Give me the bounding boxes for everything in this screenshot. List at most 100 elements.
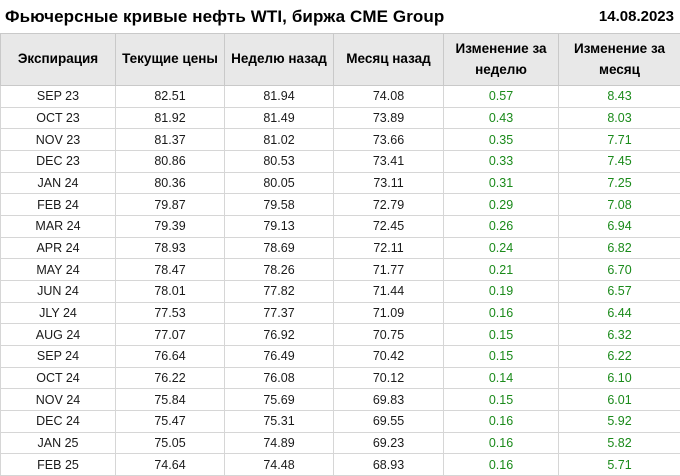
value-cell: 75.84 [115, 388, 225, 411]
expiration-cell: SEP 23 [0, 85, 116, 108]
table-row: SEP 23 82.51 81.94 74.08 0.57 8.43 [0, 85, 680, 108]
value-cell: 6.70 [558, 258, 680, 281]
value-cell: 0.15 [443, 344, 559, 368]
value-cell: 0.43 [443, 106, 559, 130]
value-cell: 6.94 [558, 214, 680, 238]
table-row: JUN 24 78.01 77.82 71.44 0.19 6.57 [0, 279, 680, 303]
table-row: MAR 24 79.39 79.13 72.45 0.26 6.94 [0, 214, 680, 238]
value-cell: 79.39 [115, 214, 225, 238]
value-cell: 75.31 [224, 409, 334, 433]
expiration-cell: MAR 24 [0, 214, 116, 238]
value-cell: 0.35 [443, 128, 559, 151]
table-row: JAN 25 75.05 74.89 69.23 0.16 5.82 [0, 431, 680, 455]
table-row: NOV 23 81.37 81.02 73.66 0.35 7.71 [0, 128, 680, 151]
table-row: DEC 23 80.86 80.53 73.41 0.33 7.45 [0, 149, 680, 173]
table-header-row: Экспирация Текущие цены Неделю назад Месяц … [0, 33, 680, 86]
value-cell: 7.71 [558, 128, 680, 151]
value-cell: 0.33 [443, 149, 559, 173]
value-cell: 0.29 [443, 193, 559, 216]
value-cell: 73.41 [333, 149, 444, 173]
value-cell: 81.94 [224, 85, 334, 108]
expiration-cell: APR 24 [0, 236, 116, 260]
value-cell: 69.55 [333, 409, 444, 433]
column-header-0: Экспирация [0, 33, 116, 86]
value-cell: 76.64 [115, 344, 225, 368]
expiration-cell: OCT 24 [0, 366, 116, 390]
expiration-cell: SEP 24 [0, 344, 116, 368]
value-cell: 0.15 [443, 388, 559, 411]
table-body: SEP 23 82.51 81.94 74.08 0.57 8.43 OCT 23 81.92… [0, 85, 680, 476]
value-cell: 5.92 [558, 409, 680, 433]
value-cell: 77.82 [224, 279, 334, 303]
value-cell: 72.45 [333, 214, 444, 238]
table-row: NOV 24 75.84 75.69 69.83 0.15 6.01 [0, 388, 680, 411]
table-row: AUG 24 77.07 76.92 70.75 0.15 6.32 [0, 323, 680, 346]
expiration-cell: NOV 24 [0, 388, 116, 411]
value-cell: 6.32 [558, 323, 680, 346]
expiration-cell: JUN 24 [0, 279, 116, 303]
expiration-cell: DEC 23 [0, 149, 116, 173]
value-cell: 79.58 [224, 193, 334, 216]
expiration-cell: FEB 25 [0, 453, 116, 476]
value-cell: 0.21 [443, 258, 559, 281]
table-row: JLY 24 77.53 77.37 71.09 0.16 6.44 [0, 301, 680, 325]
value-cell: 73.89 [333, 106, 444, 130]
value-cell: 81.92 [115, 106, 225, 130]
value-cell: 73.66 [333, 128, 444, 151]
value-cell: 81.02 [224, 128, 334, 151]
value-cell: 0.16 [443, 431, 559, 455]
value-cell: 6.22 [558, 344, 680, 368]
value-cell: 0.16 [443, 409, 559, 433]
value-cell: 7.08 [558, 193, 680, 216]
value-cell: 8.43 [558, 85, 680, 108]
value-cell: 80.05 [224, 171, 334, 195]
value-cell: 75.69 [224, 388, 334, 411]
value-cell: 78.26 [224, 258, 334, 281]
value-cell: 76.22 [115, 366, 225, 390]
value-cell: 80.36 [115, 171, 225, 195]
value-cell: 75.47 [115, 409, 225, 433]
value-cell: 76.49 [224, 344, 334, 368]
value-cell: 77.53 [115, 301, 225, 325]
value-cell: 7.45 [558, 149, 680, 173]
table-row: MAY 24 78.47 78.26 71.77 0.21 6.70 [0, 258, 680, 281]
column-header-5: Изменение за месяц [558, 33, 680, 86]
expiration-cell: MAY 24 [0, 258, 116, 281]
table-row: DEC 24 75.47 75.31 69.55 0.16 5.92 [0, 409, 680, 433]
expiration-cell: FEB 24 [0, 193, 116, 216]
value-cell: 8.03 [558, 106, 680, 130]
table-row: OCT 23 81.92 81.49 73.89 0.43 8.03 [0, 106, 680, 130]
value-cell: 0.31 [443, 171, 559, 195]
value-cell: 6.44 [558, 301, 680, 325]
value-cell: 6.82 [558, 236, 680, 260]
value-cell: 78.69 [224, 236, 334, 260]
expiration-cell: JAN 24 [0, 171, 116, 195]
value-cell: 0.15 [443, 323, 559, 346]
value-cell: 72.11 [333, 236, 444, 260]
value-cell: 74.48 [224, 453, 334, 476]
value-cell: 0.26 [443, 214, 559, 238]
value-cell: 71.44 [333, 279, 444, 303]
value-cell: 82.51 [115, 85, 225, 108]
value-cell: 76.08 [224, 366, 334, 390]
value-cell: 75.05 [115, 431, 225, 455]
value-cell: 70.42 [333, 344, 444, 368]
value-cell: 0.57 [443, 85, 559, 108]
value-cell: 73.11 [333, 171, 444, 195]
value-cell: 77.37 [224, 301, 334, 325]
table-row: SEP 24 76.64 76.49 70.42 0.15 6.22 [0, 344, 680, 368]
value-cell: 80.53 [224, 149, 334, 173]
value-cell: 70.12 [333, 366, 444, 390]
value-cell: 5.82 [558, 431, 680, 455]
expiration-cell: JLY 24 [0, 301, 116, 325]
value-cell: 81.37 [115, 128, 225, 151]
table-row: FEB 24 79.87 79.58 72.79 0.29 7.08 [0, 193, 680, 216]
column-header-4: Изменение за неделю [443, 33, 559, 86]
value-cell: 80.86 [115, 149, 225, 173]
column-header-1: Текущие цены [115, 33, 225, 86]
value-cell: 77.07 [115, 323, 225, 346]
expiration-cell: AUG 24 [0, 323, 116, 346]
value-cell: 74.08 [333, 85, 444, 108]
value-cell: 69.83 [333, 388, 444, 411]
value-cell: 72.79 [333, 193, 444, 216]
